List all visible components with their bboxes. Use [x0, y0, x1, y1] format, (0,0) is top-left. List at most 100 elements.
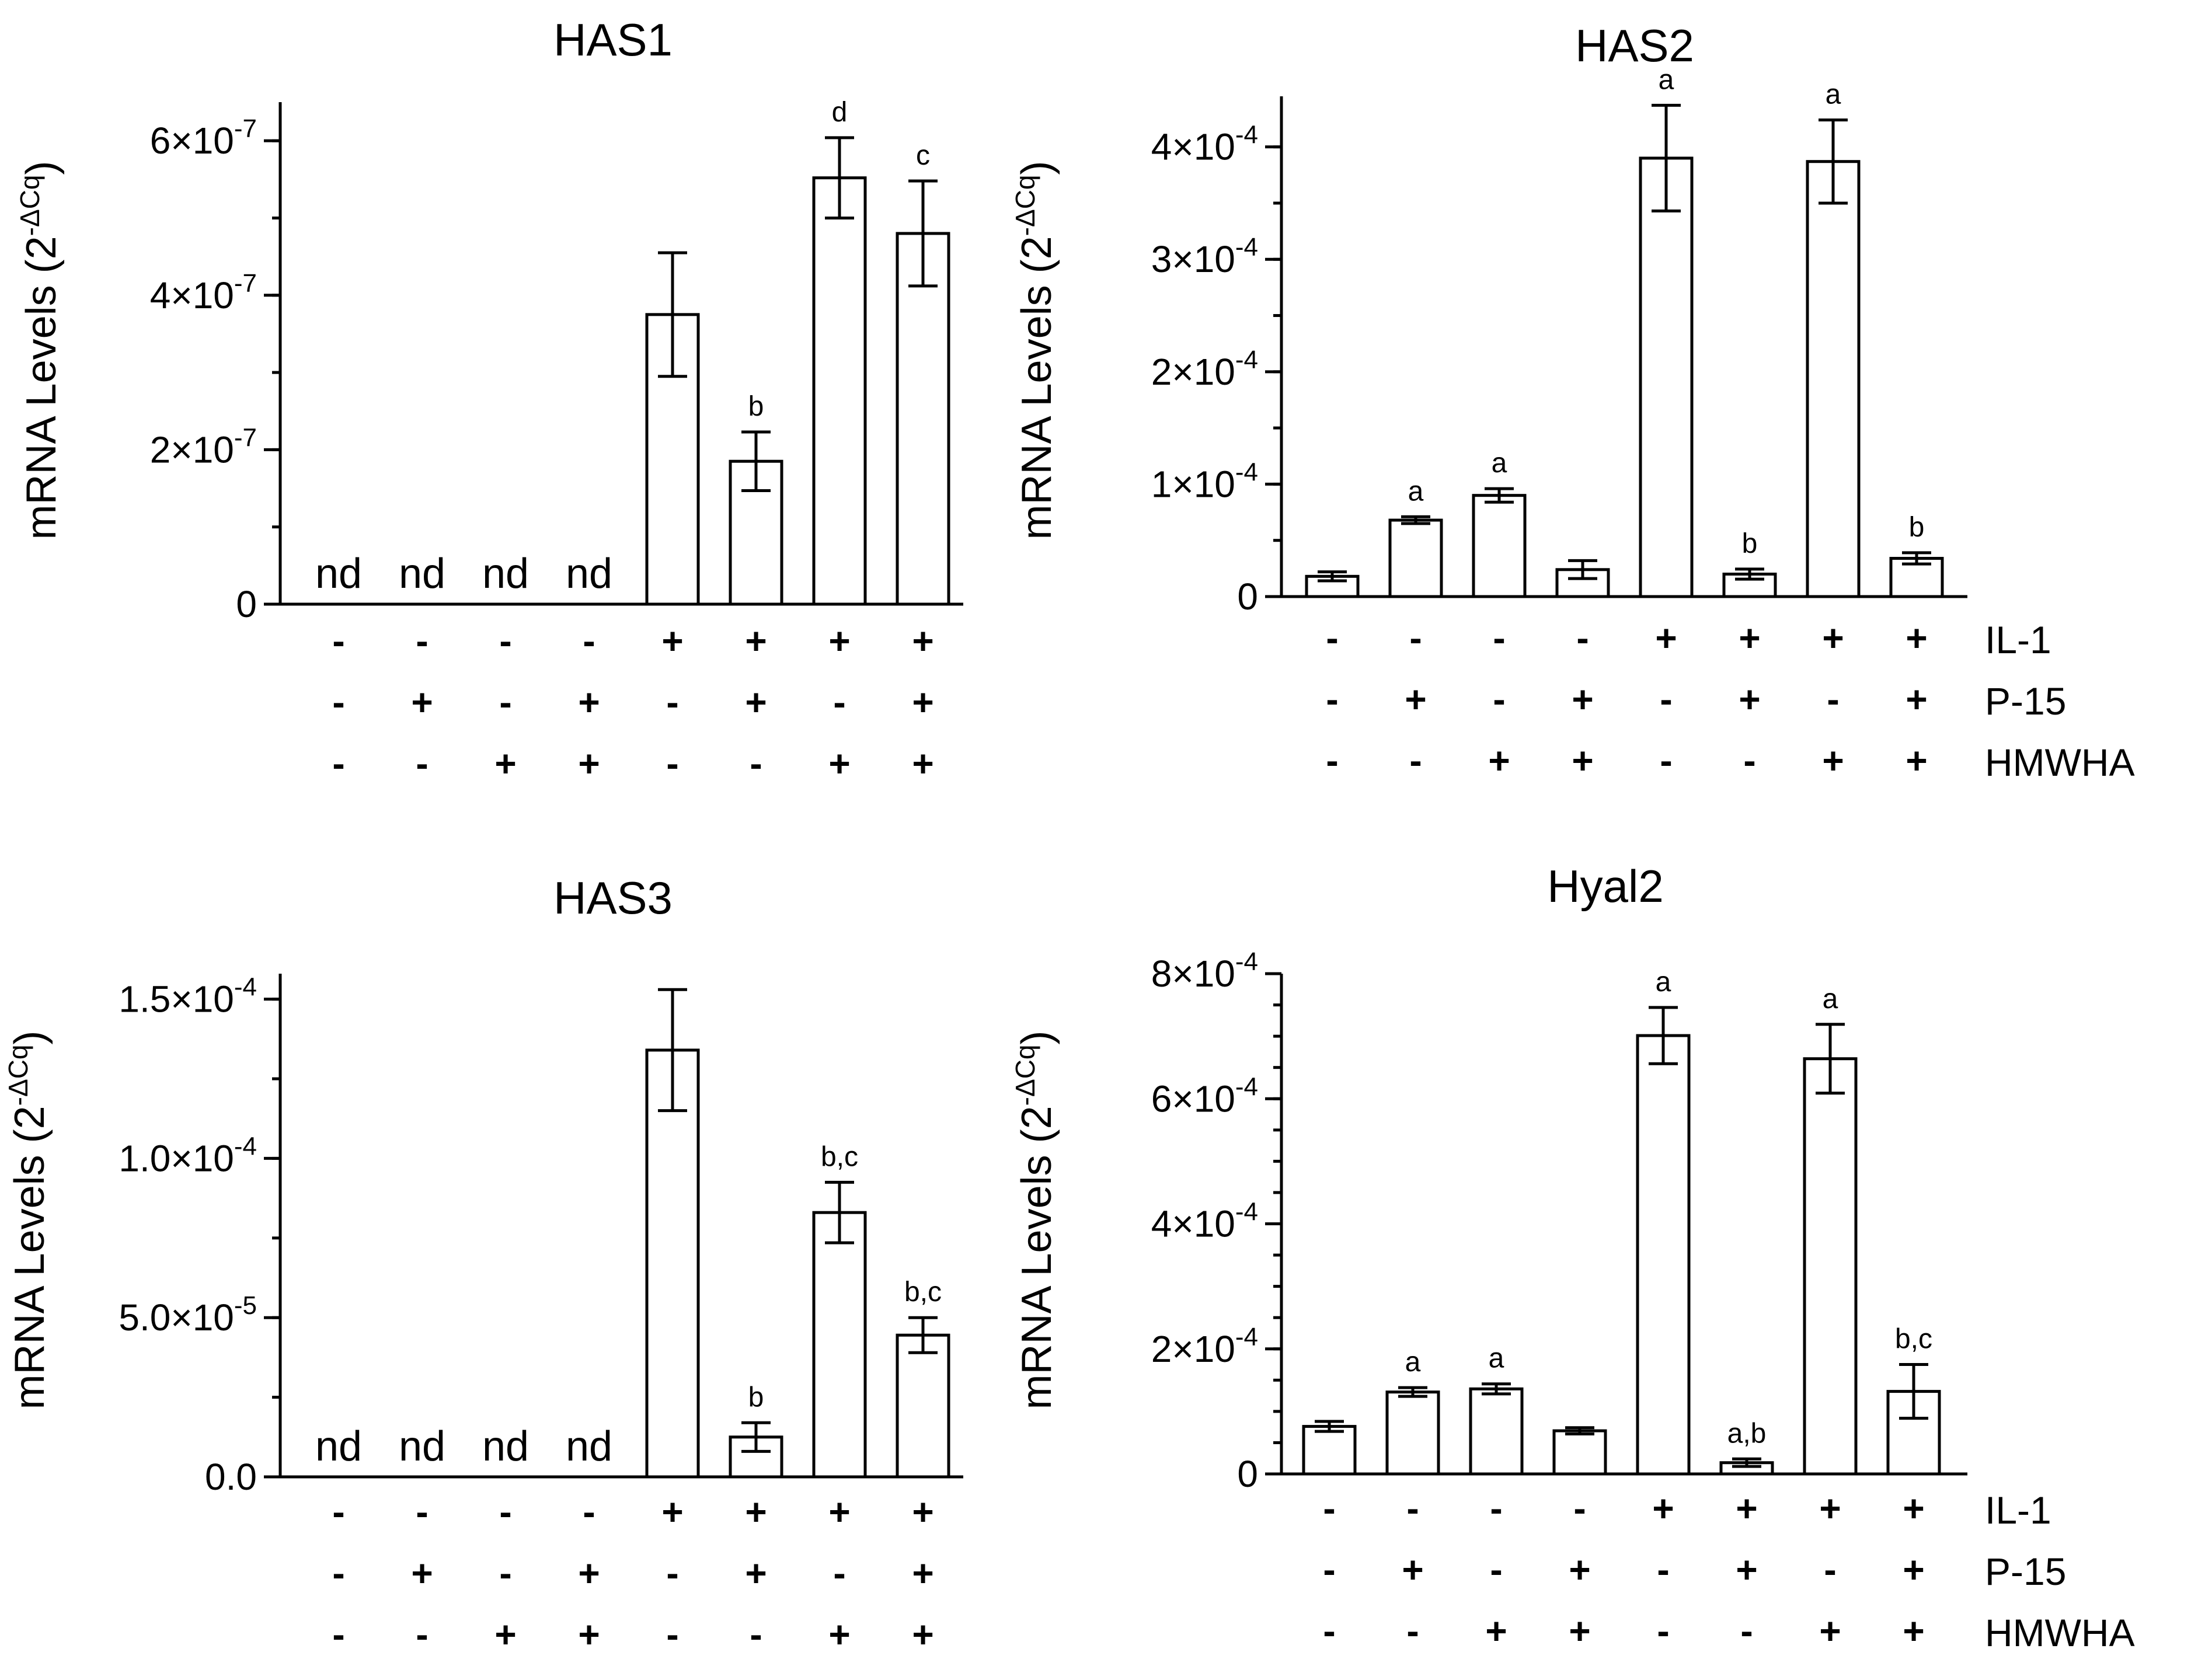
significance-label: b,c	[1895, 1324, 1932, 1355]
condition-sign: -	[332, 1613, 344, 1655]
significance-label: a	[1489, 1343, 1504, 1374]
significance-label: a	[1826, 79, 1841, 110]
significance-label: a	[1659, 64, 1674, 95]
panel-has2: HAS2 mRNA Levels (2-ΔCq) 0 1×10-4 2×10-4 3×10…	[1010, 20, 2135, 784]
chart-title: HAS3	[553, 872, 673, 923]
bar	[896, 1333, 950, 1479]
bar	[1552, 1429, 1607, 1476]
chart-title: Hyal2	[1547, 860, 1663, 912]
bar	[896, 232, 950, 606]
y-tick-label: 2×10-4	[1151, 1323, 1258, 1370]
y-tick-label: 0	[1237, 576, 1258, 618]
y-tick-label: 4×10-4	[1151, 121, 1258, 168]
condition-sign: -	[1490, 1549, 1502, 1591]
condition-sign: +	[912, 620, 933, 662]
significance-label: a	[1408, 476, 1424, 507]
significance-label: c	[916, 140, 930, 171]
condition-sign: +	[745, 1552, 767, 1594]
significance-label: b	[1909, 512, 1925, 543]
factor-label: IL-1	[1985, 618, 2051, 661]
condition-sign: -	[750, 743, 762, 785]
condition-sign: -	[1409, 617, 1422, 659]
condition-sign: +	[1402, 1549, 1423, 1591]
bar	[812, 176, 867, 606]
bar	[1806, 160, 1861, 598]
condition-sign: -	[1657, 1549, 1669, 1591]
y-tick-label: 8×10-4	[1151, 947, 1258, 995]
chart-title: HAS1	[553, 14, 673, 65]
condition-sign: -	[1660, 740, 1672, 782]
bar	[1305, 574, 1360, 598]
condition-sign: -	[1827, 678, 1839, 720]
nd-label: nd	[399, 1423, 445, 1470]
condition-sign: +	[828, 1491, 850, 1533]
condition-sign: +	[1903, 1549, 1924, 1591]
condition-sign: +	[912, 743, 933, 785]
panel-has3: HAS3 mRNA Levels (2-ΔCq) 0.0 5.0×10-5 1.0×10…	[3, 872, 963, 1655]
significance-label: a	[1492, 448, 1507, 479]
condition-sign: +	[1569, 1610, 1590, 1652]
condition-sign: +	[1819, 1610, 1841, 1652]
condition-sign: +	[1652, 1487, 1674, 1529]
condition-sign: +	[1569, 1549, 1590, 1591]
y-tick-label: 3×10-4	[1151, 233, 1258, 280]
condition-sign: -	[1824, 1549, 1836, 1591]
condition-sign: +	[661, 620, 683, 662]
y-tick-label: 0.0	[205, 1456, 257, 1498]
condition-sign: +	[578, 1613, 600, 1655]
condition-sign: +	[1485, 1610, 1507, 1652]
condition-sign: -	[750, 1613, 762, 1655]
condition-sign: -	[1323, 1549, 1335, 1591]
significance-label: b	[1742, 528, 1758, 559]
condition-sign: +	[1572, 678, 1593, 720]
nd-label: nd	[566, 1423, 612, 1470]
significance-label: b,c	[904, 1277, 942, 1308]
condition-sign: +	[1655, 617, 1677, 659]
panel-has1: HAS1 mRNA Levels (2-ΔCq) 0 2×10-7 4×10-7 6×10…	[15, 14, 963, 785]
bar	[1388, 518, 1443, 598]
condition-sign: -	[416, 1491, 428, 1533]
condition-sign: +	[912, 1552, 933, 1594]
condition-sign: +	[1736, 1549, 1757, 1591]
condition-sign: +	[578, 681, 600, 723]
nd-label: nd	[566, 550, 612, 597]
condition-sign: -	[1660, 678, 1672, 720]
y-tick-label: 1.0×10-4	[119, 1132, 257, 1179]
condition-sign: +	[1819, 1487, 1841, 1529]
condition-sign: -	[1326, 617, 1338, 659]
condition-sign: +	[912, 681, 933, 723]
nd-label: nd	[315, 1423, 362, 1470]
condition-sign: -	[499, 1491, 511, 1533]
condition-sign: -	[1743, 740, 1755, 782]
factor-label: HMWHA	[1985, 1611, 2135, 1654]
condition-sign: -	[499, 620, 511, 662]
condition-sign: -	[1326, 740, 1338, 782]
bar	[729, 1435, 783, 1479]
y-axis-label: mRNA Levels (2-ΔCq)	[15, 161, 65, 539]
condition-sign: +	[1405, 678, 1426, 720]
condition-sign: +	[494, 1613, 516, 1655]
condition-sign: -	[1323, 1610, 1335, 1652]
condition-sign: -	[1740, 1610, 1753, 1652]
condition-sign: -	[583, 1491, 595, 1533]
condition-sign: +	[1488, 740, 1510, 782]
chart-title: HAS2	[1575, 20, 1694, 71]
condition-sign: +	[494, 743, 516, 785]
condition-sign: +	[828, 620, 850, 662]
y-axis-label: mRNA Levels (2-ΔCq)	[1010, 1030, 1060, 1409]
significance-label: b	[748, 391, 764, 422]
bar	[645, 1048, 700, 1479]
bar	[1472, 494, 1527, 598]
bar	[1639, 156, 1694, 598]
bar	[1469, 1387, 1524, 1476]
condition-sign: -	[583, 620, 595, 662]
significance-label: a,b	[1727, 1418, 1767, 1449]
condition-sign: +	[745, 1491, 767, 1533]
nd-label: nd	[482, 550, 529, 597]
condition-sign: -	[666, 1613, 678, 1655]
condition-sign: -	[332, 743, 344, 785]
condition-sign: -	[1326, 678, 1338, 720]
condition-sign: -	[1323, 1487, 1335, 1529]
y-tick-label: 6×10-4	[1151, 1072, 1258, 1120]
condition-sign: -	[416, 743, 428, 785]
